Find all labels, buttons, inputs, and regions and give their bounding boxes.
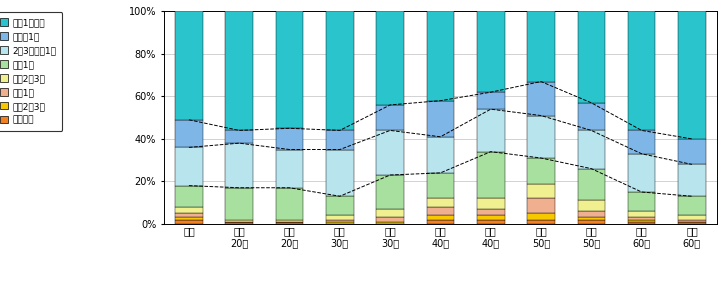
Bar (376, 11, 404, 105)
Bar (175, 186, 203, 207)
Bar (577, 130, 605, 169)
Bar (226, 188, 253, 220)
Bar (678, 139, 705, 164)
Bar (527, 11, 555, 82)
Bar (226, 11, 253, 130)
Bar (226, 143, 253, 188)
Bar (427, 207, 454, 215)
Bar (326, 130, 354, 150)
Bar (175, 220, 203, 224)
Bar (527, 116, 555, 158)
Bar (326, 150, 354, 196)
Bar (175, 213, 203, 218)
Bar (175, 11, 203, 120)
Bar (577, 201, 605, 211)
Bar (477, 92, 505, 109)
Bar (577, 169, 605, 201)
Bar (427, 137, 454, 173)
Bar (276, 150, 304, 188)
Bar (628, 211, 655, 218)
Bar (326, 222, 354, 224)
Bar (678, 196, 705, 215)
Bar (226, 222, 253, 224)
Bar (427, 198, 454, 207)
Bar (628, 220, 655, 222)
Bar (628, 11, 655, 130)
Bar (427, 11, 454, 101)
Bar (326, 220, 354, 222)
Bar (376, 222, 404, 224)
Bar (477, 11, 505, 92)
Bar (427, 215, 454, 220)
Bar (577, 220, 605, 224)
Bar (628, 192, 655, 211)
Bar (175, 148, 203, 186)
Bar (678, 222, 705, 224)
Bar (427, 220, 454, 224)
Bar (477, 215, 505, 220)
Bar (477, 109, 505, 152)
Bar (326, 11, 354, 130)
Bar (628, 222, 655, 224)
Bar (678, 11, 705, 139)
Bar (376, 130, 404, 175)
Bar (276, 222, 304, 224)
Bar (427, 173, 454, 198)
Bar (276, 220, 304, 222)
Bar (326, 215, 354, 220)
Bar (527, 198, 555, 213)
Bar (326, 196, 354, 215)
Bar (276, 128, 304, 150)
Bar (678, 164, 705, 196)
Bar (376, 175, 404, 209)
Bar (527, 213, 555, 220)
Bar (527, 82, 555, 116)
Bar (678, 215, 705, 220)
Bar (577, 218, 605, 220)
Bar (477, 198, 505, 209)
Bar (577, 11, 605, 103)
Bar (577, 103, 605, 130)
Bar (276, 188, 304, 220)
Bar (628, 218, 655, 220)
Bar (376, 209, 404, 218)
Bar (427, 101, 454, 137)
Bar (477, 209, 505, 215)
Bar (226, 220, 253, 222)
Bar (226, 130, 253, 143)
Bar (678, 220, 705, 222)
Bar (628, 130, 655, 154)
Bar (376, 105, 404, 130)
Bar (527, 183, 555, 198)
Bar (527, 158, 555, 183)
Bar (477, 152, 505, 198)
Bar (175, 207, 203, 213)
Bar (628, 154, 655, 192)
Bar (175, 218, 203, 220)
Bar (276, 11, 304, 128)
Legend: 年に1回以下, 半年に1回, 2〜3カ月に1回, 月に1回, 月に2〜3回, 週に1回, 週に2〜3回, ほぼ毎日: 年に1回以下, 半年に1回, 2〜3カ月に1回, 月に1回, 月に2〜3回, 週… (0, 12, 63, 131)
Bar (527, 220, 555, 224)
Bar (577, 211, 605, 218)
Bar (175, 120, 203, 148)
Bar (376, 218, 404, 222)
Bar (477, 220, 505, 224)
